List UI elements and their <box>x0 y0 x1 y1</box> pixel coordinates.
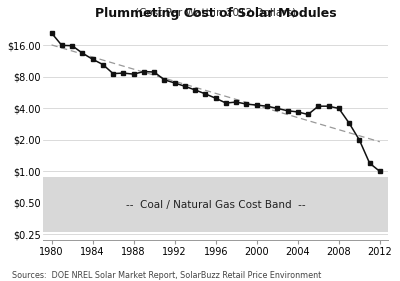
Text: (Cost Per Watt in 2012 Dollars): (Cost Per Watt in 2012 Dollars) <box>135 8 296 18</box>
Text: Sources:  DOE NREL Solar Market Report, SolarBuzz Retail Price Environment: Sources: DOE NREL Solar Market Report, S… <box>12 271 321 280</box>
Text: --  Coal / Natural Gas Cost Band  --: -- Coal / Natural Gas Cost Band -- <box>126 200 306 210</box>
Title: Plummeting Cost of Solar Modules: Plummeting Cost of Solar Modules <box>95 7 336 20</box>
Bar <box>43 177 388 232</box>
